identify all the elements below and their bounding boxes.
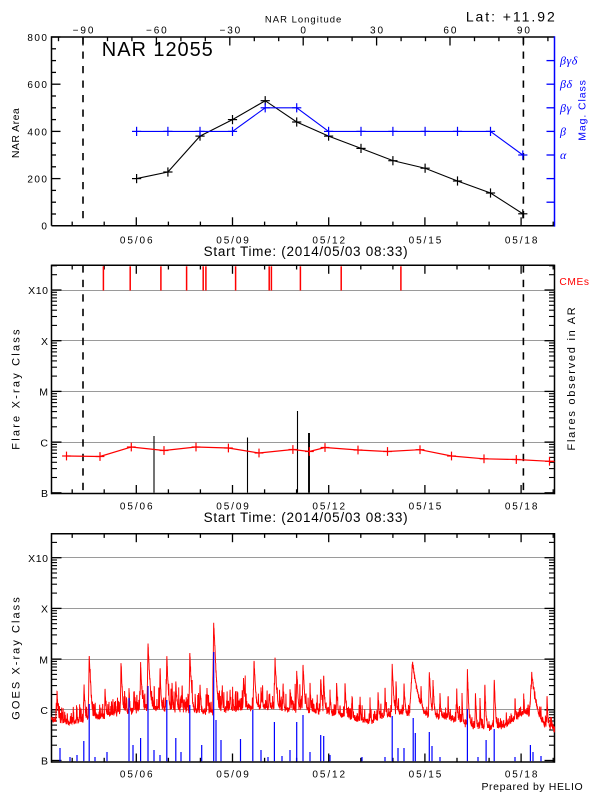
svg-text:30: 30 [370, 25, 385, 36]
svg-text:Flare X-ray Class: Flare X-ray Class [11, 327, 23, 449]
svg-text:X: X [41, 604, 49, 616]
svg-text:0: 0 [41, 222, 48, 233]
svg-text:05/09: 05/09 [216, 769, 251, 780]
svg-text:800: 800 [27, 33, 48, 44]
svg-text:05/18: 05/18 [505, 235, 540, 246]
svg-text:Flares observed in AR: Flares observed in AR [566, 306, 578, 451]
svg-text:X10: X10 [28, 285, 48, 297]
svg-text:05/12: 05/12 [312, 769, 347, 780]
svg-text:NAR 12055: NAR 12055 [102, 39, 214, 61]
svg-text:−60: −60 [146, 25, 169, 36]
svg-text:Start Time: (2014/05/03 08:33): Start Time: (2014/05/03 08:33) [204, 244, 409, 259]
svg-text:05/09: 05/09 [216, 502, 251, 513]
svg-text:05/06: 05/06 [120, 769, 155, 780]
svg-text:M: M [39, 654, 48, 666]
svg-text:B: B [41, 488, 49, 500]
svg-text:05/15: 05/15 [409, 769, 444, 780]
svg-text:600: 600 [27, 80, 48, 91]
svg-text:200: 200 [27, 175, 48, 186]
svg-text:05/15: 05/15 [409, 502, 444, 513]
svg-text:0: 0 [300, 25, 307, 36]
svg-text:X10: X10 [28, 553, 48, 565]
svg-text:βγ: βγ [559, 101, 572, 115]
svg-text:90: 90 [517, 25, 532, 36]
svg-text:βδ: βδ [559, 77, 573, 91]
svg-text:α: α [560, 148, 567, 162]
svg-text:05/18: 05/18 [505, 769, 540, 780]
svg-text:−30: −30 [219, 25, 242, 36]
svg-text:GOES X-ray Class: GOES X-ray Class [11, 595, 23, 719]
svg-text:Prepared by HELIO: Prepared by HELIO [481, 781, 583, 793]
svg-text:Start Time: (2014/05/03 08:33): Start Time: (2014/05/03 08:33) [204, 510, 409, 525]
svg-text:NAR Area: NAR Area [10, 108, 22, 158]
svg-text:60: 60 [443, 25, 458, 36]
svg-text:C: C [40, 705, 48, 717]
svg-text:β: β [559, 124, 566, 138]
svg-text:C: C [40, 437, 48, 449]
svg-text:05/18: 05/18 [505, 502, 540, 513]
svg-text:05/06: 05/06 [120, 235, 155, 246]
svg-text:X: X [41, 336, 49, 348]
svg-text:05/06: 05/06 [120, 502, 155, 513]
svg-text:B: B [41, 756, 49, 768]
svg-text:05/12: 05/12 [312, 235, 347, 246]
svg-text:Mag. Class: Mag. Class [577, 79, 589, 141]
svg-text:βγδ: βγδ [559, 54, 578, 68]
svg-text:05/09: 05/09 [216, 235, 251, 246]
svg-text:400: 400 [27, 127, 48, 138]
svg-text:Lat: +11.92: Lat: +11.92 [466, 9, 557, 25]
svg-text:05/15: 05/15 [409, 235, 444, 246]
svg-text:CMEs: CMEs [559, 277, 589, 288]
svg-text:NAR Longitude: NAR Longitude [265, 15, 342, 26]
svg-text:05/12: 05/12 [312, 502, 347, 513]
svg-text:−90: −90 [73, 25, 96, 36]
svg-text:M: M [39, 387, 48, 399]
